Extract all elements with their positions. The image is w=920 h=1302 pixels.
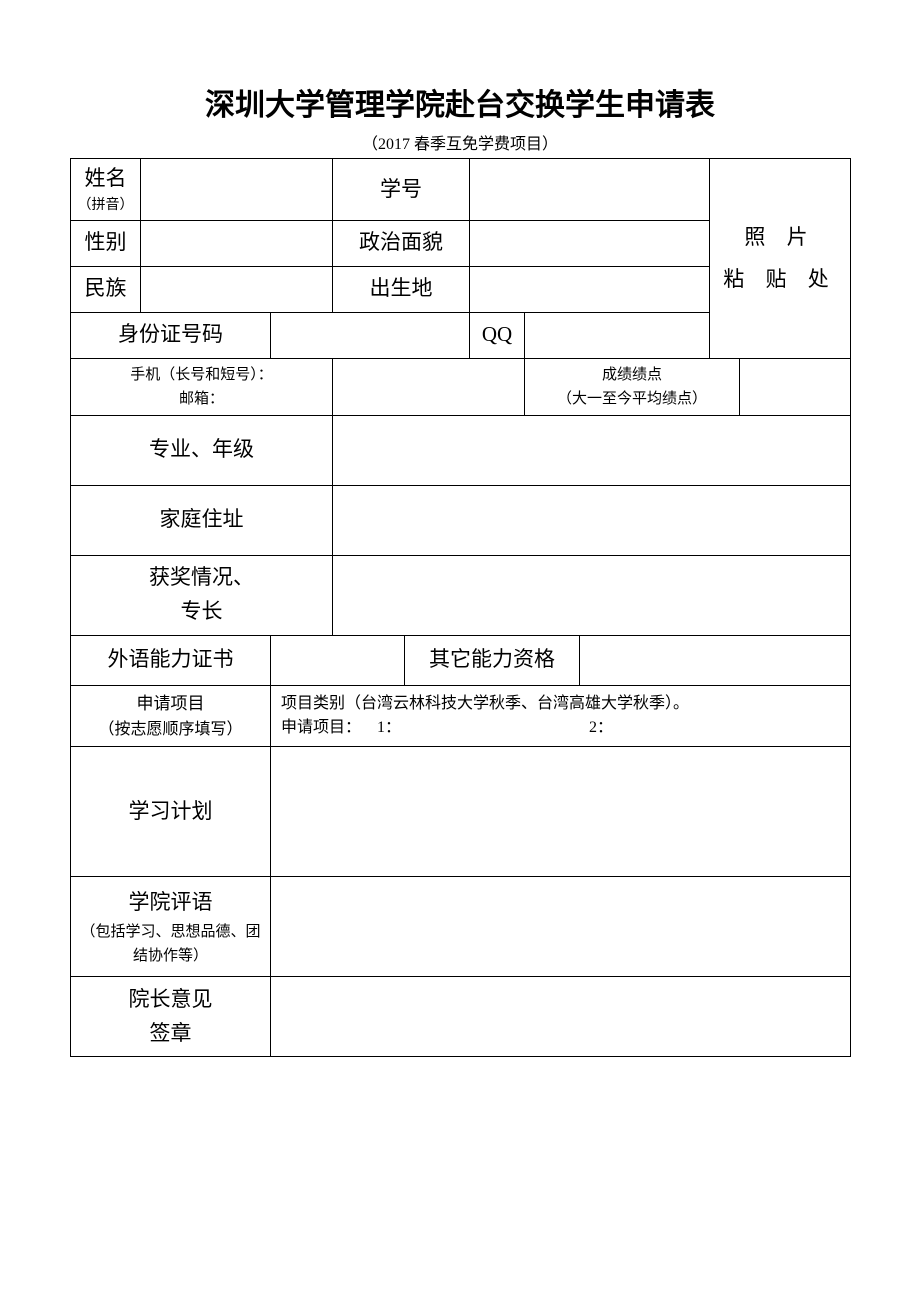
field-name[interactable] [141, 159, 333, 221]
field-qq[interactable] [525, 312, 710, 358]
label-gender: 性别 [71, 220, 141, 266]
label-id-number: 身份证号码 [71, 312, 271, 358]
label-study-plan: 学习计划 [71, 747, 271, 877]
field-gender[interactable] [141, 220, 333, 266]
label-phone-email: 手机（长号和短号）： 邮箱： [71, 358, 333, 415]
photo-area[interactable]: 照 片 粘 贴 处 [710, 159, 851, 359]
label-college-review: 学院评语 （包括学习、思想品德、团结协作等） [71, 877, 271, 977]
field-political[interactable] [470, 220, 710, 266]
label-qq: QQ [470, 312, 525, 358]
label-home-address: 家庭住址 [71, 485, 333, 555]
field-id-number[interactable] [271, 312, 470, 358]
field-phone-email[interactable] [333, 358, 525, 415]
form-title: 深圳大学管理学院赴台交换学生申请表 [70, 80, 850, 124]
field-ethnicity[interactable] [141, 266, 333, 312]
field-birthplace[interactable] [470, 266, 710, 312]
field-college-review[interactable] [271, 877, 851, 977]
label-name: 姓名 （拼音） [71, 159, 141, 221]
field-student-id[interactable] [470, 159, 710, 221]
label-gpa: 成绩绩点 （大一至今平均绩点） [525, 358, 740, 415]
field-apply-project[interactable]: 项目类别（台湾云林科技大学秋季、台湾高雄大学秋季）。 申请项目： 1： 2： [271, 685, 851, 747]
label-other-qual: 其它能力资格 [405, 635, 580, 685]
label-dean-opinion: 院长意见 签章 [71, 977, 271, 1057]
label-apply-project: 申请项目 （按志愿顺序填写） [71, 685, 271, 747]
label-birthplace: 出生地 [333, 266, 470, 312]
field-home-address[interactable] [333, 485, 851, 555]
field-dean-opinion[interactable] [271, 977, 851, 1057]
label-pinyin-note: （拼音） [77, 195, 134, 216]
label-student-id: 学号 [333, 159, 470, 221]
field-other-qual[interactable] [580, 635, 851, 685]
label-political: 政治面貌 [333, 220, 470, 266]
field-study-plan[interactable] [271, 747, 851, 877]
field-language-cert[interactable] [271, 635, 405, 685]
field-major-grade[interactable] [333, 415, 851, 485]
field-gpa[interactable] [740, 358, 851, 415]
label-language-cert: 外语能力证书 [71, 635, 271, 685]
field-awards[interactable] [333, 555, 851, 635]
label-ethnicity: 民族 [71, 266, 141, 312]
label-major-grade: 专业、年级 [71, 415, 333, 485]
label-awards: 获奖情况、 专长 [71, 555, 333, 635]
form-subtitle: （2017 春季互免学费项目） [70, 130, 850, 154]
application-form-table: 姓名 （拼音） 学号 照 片 粘 贴 处 性别 政治面貌 民族 出生地 身份证号… [70, 158, 851, 1057]
